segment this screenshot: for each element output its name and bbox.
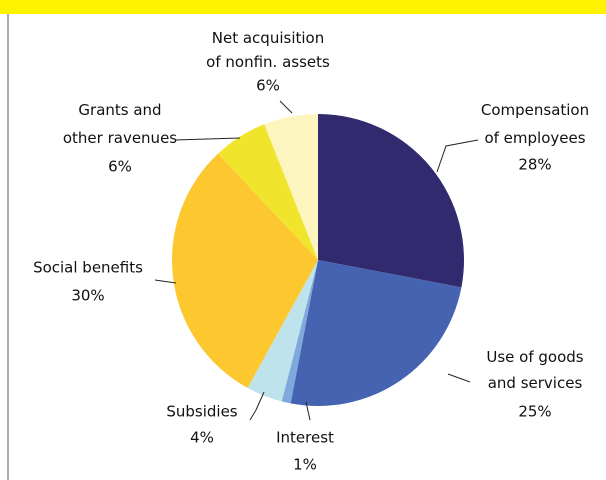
pie (172, 114, 465, 406)
slice-label: Net acquisition of nonfin. assets (206, 29, 330, 71)
label-line: of nonfin. assets (206, 53, 330, 71)
value-label: 25% (518, 403, 551, 421)
slice-label: Use of goods and services (486, 348, 583, 392)
label-line: and services (488, 374, 583, 392)
pie-slice (264, 114, 318, 260)
value-label: 28% (518, 156, 551, 174)
value-label: 6% (256, 77, 280, 95)
leader-line (447, 373, 471, 383)
slice-label: Interest (276, 429, 334, 447)
value-label: 6% (108, 158, 132, 176)
value-label: 1% (293, 456, 317, 474)
leader-line (249, 391, 265, 421)
label-line: Compensation (481, 101, 589, 119)
label-line: other ravenues (63, 129, 177, 147)
leader-line (279, 100, 293, 114)
slice-label: Subsidies (166, 403, 237, 421)
slice-label: Compensation of employees (481, 101, 589, 147)
label-line: of employees (484, 129, 585, 147)
label-line: Net acquisition (212, 29, 324, 47)
slice-label: Social benefits (33, 259, 143, 277)
title-bar (0, 0, 606, 14)
pie-slice (318, 114, 465, 288)
pie-slice (218, 124, 318, 261)
value-label: 30% (71, 287, 104, 305)
labels: Compensation of employees 28% Use of goods a… (33, 29, 589, 474)
value-label: 4% (190, 429, 214, 447)
leader-line (436, 139, 479, 173)
pie-slice (281, 260, 318, 404)
label-line: Grants and (78, 101, 161, 119)
leader-line (174, 137, 241, 141)
leader-line (305, 401, 311, 421)
pie-slice (172, 153, 318, 388)
pie-slice (290, 260, 462, 406)
label-line: Use of goods (486, 348, 583, 366)
slice-label: Grants and other ravenues (63, 101, 177, 147)
leader-line (154, 279, 177, 284)
pie-slice (247, 260, 318, 402)
